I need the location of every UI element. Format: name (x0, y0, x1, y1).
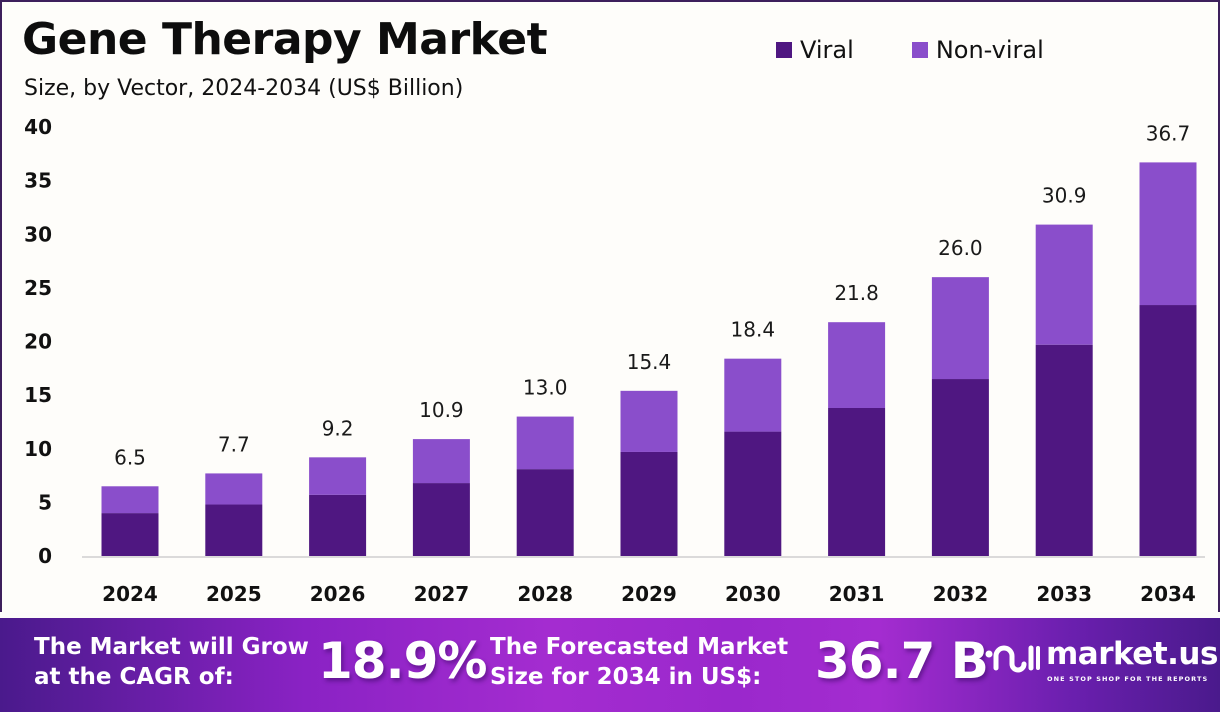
forecast-value: 36.7 B (815, 632, 989, 690)
legend: Viral Non-viral (776, 36, 1044, 64)
brand-name: market.us (1046, 636, 1218, 672)
x-tick-label: 2028 (517, 582, 573, 606)
y-tick-label: 10 (24, 437, 52, 461)
cagr-caption-line2: at the CAGR of: (34, 664, 234, 690)
forecast-caption-line1: The Forecasted Market (490, 634, 789, 660)
data-label-total: 30.9 (1042, 184, 1087, 208)
bar-non-viral-2027 (412, 439, 470, 484)
data-label-total: 6.5 (114, 445, 146, 469)
bar-viral-2033 (1035, 344, 1093, 556)
x-tick-label: 2024 (102, 582, 158, 606)
summary-banner: The Market will Grow at the CAGR of: 18.… (0, 618, 1220, 712)
y-tick-label: 15 (24, 383, 52, 407)
bar-non-viral-2024 (101, 486, 159, 514)
y-tick-label: 30 (24, 222, 52, 246)
bar-viral-2034 (1139, 305, 1197, 556)
bar-non-viral-2031 (828, 322, 886, 408)
x-tick-label: 2033 (1036, 582, 1092, 606)
chart-subtitle: Size, by Vector, 2024-2034 (US$ Billion) (24, 76, 464, 101)
cagr-caption: The Market will Grow at the CAGR of: (34, 632, 309, 692)
market-us-logo-icon (985, 645, 1040, 673)
bar-non-viral-2029 (620, 390, 678, 452)
data-label-total: 21.8 (834, 281, 879, 305)
y-tick-label: 5 (38, 490, 52, 514)
x-tick-label: 2031 (829, 582, 885, 606)
legend-swatch-non-viral (911, 42, 928, 58)
cagr-value: 18.9% (318, 632, 487, 690)
x-tick-label: 2032 (933, 582, 989, 606)
bar-non-viral-2030 (724, 358, 782, 432)
bar-viral-2027 (412, 483, 470, 556)
legend-label-viral: Viral (800, 36, 854, 64)
data-label-total: 36.7 (1146, 121, 1191, 145)
y-tick-label: 25 (24, 276, 52, 300)
legend-item-viral: Viral (776, 36, 854, 64)
bar-non-viral-2026 (309, 457, 367, 495)
bar-non-viral-2028 (516, 416, 574, 470)
y-tick-label: 0 (38, 544, 52, 568)
y-tick-label: 40 (24, 115, 52, 139)
bar-viral-2028 (516, 469, 574, 556)
chart-title: Gene Therapy Market (22, 14, 548, 65)
legend-item-non-viral: Non-viral (911, 36, 1044, 64)
bar-viral-2026 (309, 494, 367, 556)
data-label-total: 10.9 (419, 398, 464, 422)
data-label-total: 7.7 (218, 432, 250, 456)
stacked-bar-chart: 05101520253035406.520247.720259.2202610.… (24, 115, 1205, 606)
forecast-caption-line2: Size for 2034 in US$: (490, 664, 762, 690)
y-tick-label: 20 (24, 330, 52, 354)
brand-tagline: ONE STOP SHOP FOR THE REPORTS (1047, 675, 1209, 683)
bar-non-viral-2032 (931, 277, 989, 380)
bar-non-viral-2025 (205, 473, 263, 505)
data-label-total: 15.4 (627, 350, 672, 374)
data-label-total: 9.2 (322, 416, 354, 440)
x-tick-label: 2029 (621, 582, 677, 606)
x-tick-label: 2025 (206, 582, 262, 606)
bar-viral-2029 (620, 451, 678, 556)
bar-non-viral-2033 (1035, 224, 1093, 345)
forecast-caption: The Forecasted Market Size for 2034 in U… (490, 632, 788, 692)
x-tick-label: 2034 (1140, 582, 1196, 606)
x-tick-label: 2027 (414, 582, 470, 606)
data-label-total: 26.0 (938, 236, 983, 260)
bar-non-viral-2034 (1139, 162, 1197, 306)
bar-viral-2031 (828, 407, 886, 556)
bar-viral-2024 (101, 513, 159, 556)
data-label-total: 13.0 (523, 376, 568, 400)
chart-frame (0, 0, 1220, 612)
bar-viral-2030 (724, 431, 782, 556)
legend-label-non-viral: Non-viral (935, 36, 1044, 64)
cagr-caption-line1: The Market will Grow (34, 634, 309, 660)
legend-swatch-viral (776, 42, 792, 58)
data-label-total: 18.4 (731, 318, 776, 342)
x-tick-label: 2026 (310, 582, 366, 606)
bar-viral-2025 (205, 504, 263, 556)
x-tick-label: 2030 (725, 582, 781, 606)
bar-viral-2032 (931, 379, 989, 556)
y-tick-label: 35 (24, 169, 52, 193)
